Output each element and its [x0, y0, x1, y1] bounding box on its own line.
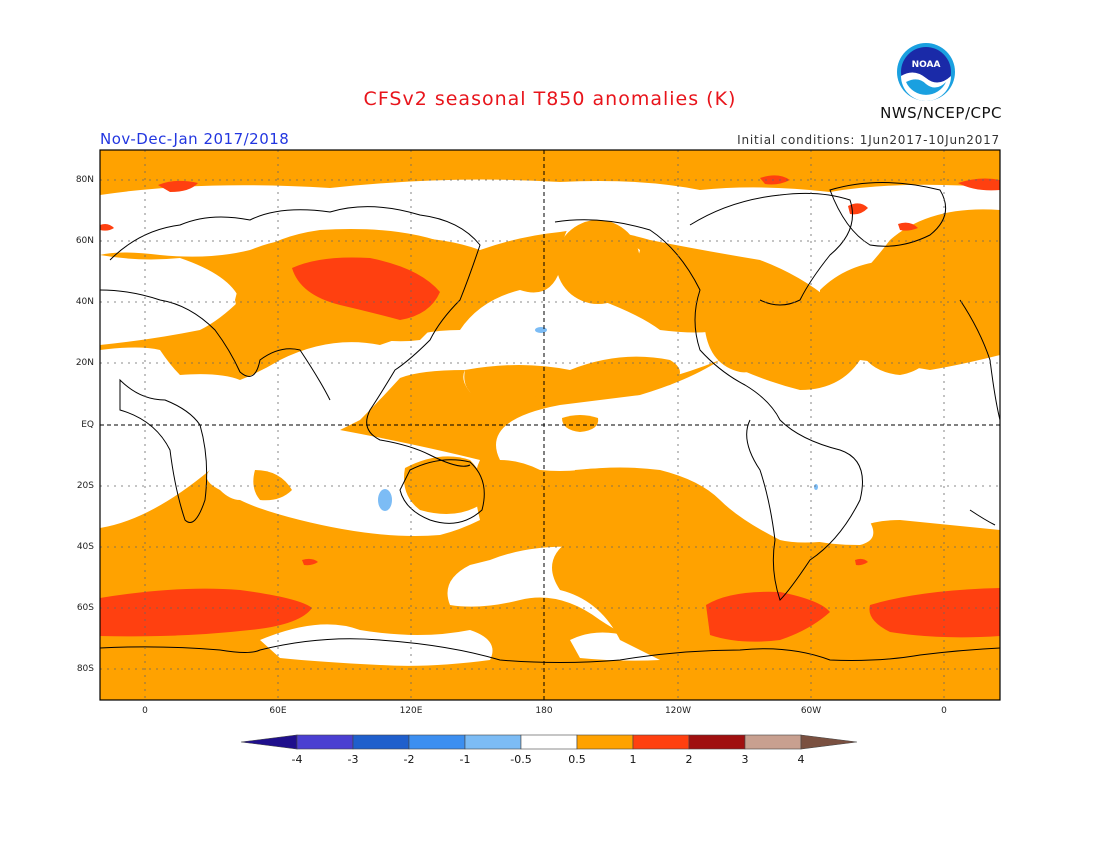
map-frame [99, 149, 1001, 701]
legend-label: -3 [347, 753, 359, 766]
legend-label: 0.5 [568, 753, 586, 766]
legend-label: 4 [797, 753, 805, 766]
lat-label: 20N [75, 358, 94, 368]
lat-label: 60S [76, 603, 94, 613]
legend-label: -4 [291, 753, 303, 766]
lon-label: 0 [142, 706, 148, 716]
lon-label: 60W [800, 706, 822, 716]
lon-label: 180 [535, 706, 553, 716]
lat-label: 40N [75, 297, 94, 307]
lat-label: 80S [76, 664, 94, 674]
lat-label: 40S [76, 542, 94, 552]
legend-label: -1 [459, 753, 471, 766]
strong-anomaly-regions [100, 175, 1000, 642]
lon-label: 120E [399, 706, 423, 716]
coastlines [100, 182, 1000, 663]
legend-label: -0.5 [510, 753, 532, 766]
legend-label: 3 [741, 753, 749, 766]
legend-label: -2 [403, 753, 415, 766]
negative-anomaly-regions [378, 327, 818, 511]
equator-dateline [100, 150, 1000, 700]
agency-label: NWS/NCEP/CPC [880, 104, 1002, 122]
lat-label: 80N [75, 175, 94, 185]
initial-conditions-label: Initial conditions: 1Jun2017-10Jun2017 [737, 133, 1000, 147]
season-period-label: Nov-Dec-Jan 2017/2018 [100, 130, 290, 148]
lon-label: 60E [269, 706, 287, 716]
legend-label: 2 [685, 753, 693, 766]
chart-title: CFSv2 seasonal T850 anomalies (K) [363, 88, 737, 110]
lon-label: 0 [941, 706, 947, 716]
lon-label: 120W [664, 706, 692, 716]
legend-label: 1 [629, 753, 637, 766]
noaa-logo: NOAA [897, 43, 955, 101]
lat-label: EQ [81, 420, 94, 430]
logo-text: NOAA [912, 60, 941, 70]
lat-label: 60N [75, 236, 94, 246]
lat-label: 20S [76, 481, 94, 491]
